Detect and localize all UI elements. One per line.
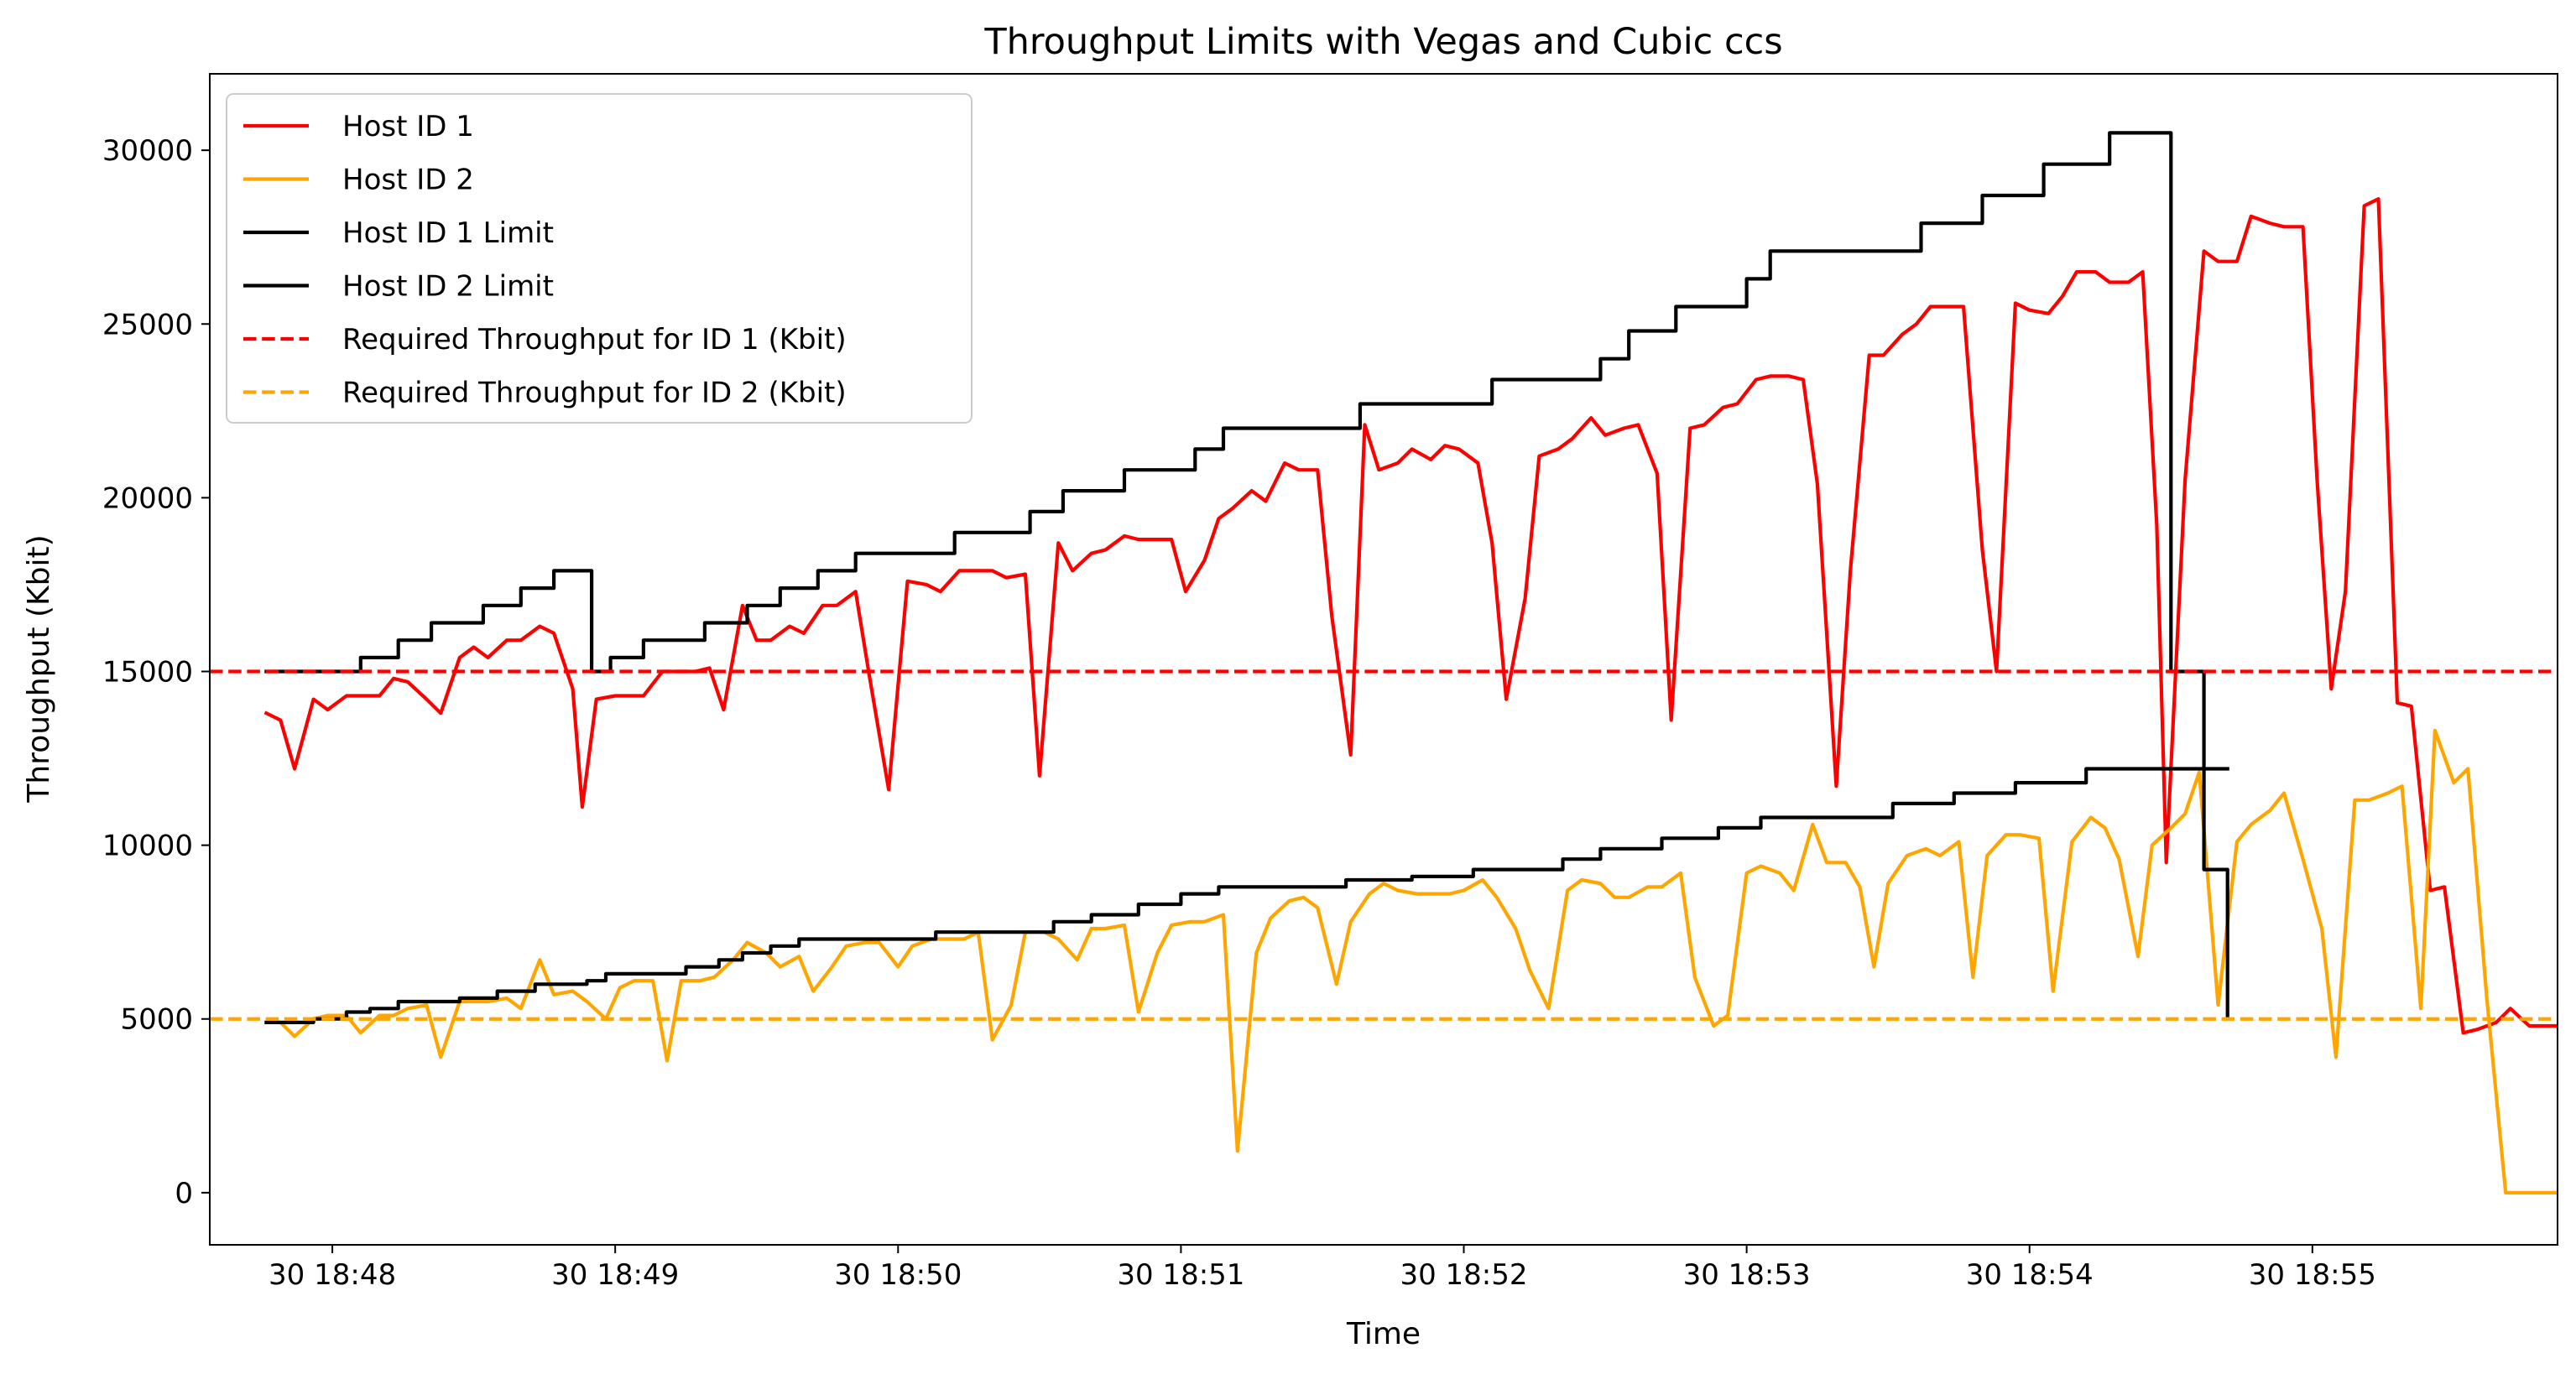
- legend: Host ID 1 Host ID 2 Host ID 1 Limit Host ID…: [226, 93, 973, 424]
- legend-box: [226, 93, 973, 424]
- x-tick-label: 30 18:51: [1117, 1258, 1244, 1292]
- legend-label-required-throughput-for-id-2-kbit: Required Throughput for ID 2 (Kbit): [342, 377, 847, 410]
- y-tick-label: 5000: [120, 1003, 193, 1037]
- y-axis-title: Throughput (Kbit): [22, 534, 56, 803]
- x-tick-label: 30 18:52: [1400, 1258, 1527, 1292]
- x-tick-label: 30 18:48: [269, 1258, 396, 1292]
- legend-label-host-id-1-limit: Host ID 1 Limit: [342, 216, 554, 250]
- series-line-host-id-2-limit: [264, 767, 2229, 1024]
- x-tick-label: 30 18:54: [1966, 1258, 2094, 1292]
- plot-area: [210, 131, 2558, 1194]
- y-tick-label: 25000: [102, 308, 193, 341]
- legend-label-host-id-1: Host ID 1: [342, 110, 474, 143]
- y-tick-label: 0: [175, 1177, 193, 1210]
- x-tick-label: 30 18:53: [1683, 1258, 1811, 1292]
- legend-label-host-id-2: Host ID 2: [342, 164, 474, 197]
- y-tick-label: 10000: [102, 830, 193, 863]
- y-tick-label: 20000: [102, 481, 193, 515]
- series-line-host-id-1-limit: [264, 131, 2229, 1017]
- x-tick-label: 30 18:49: [551, 1258, 679, 1292]
- series-line-host-id-2: [264, 728, 2558, 1194]
- x-tick-label: 30 18:50: [834, 1258, 962, 1292]
- series-line-host-id-1: [263, 197, 2558, 1035]
- chart-title: Throughput Limits with Vegas and Cubic c…: [983, 21, 1782, 63]
- legend-label-host-id-2-limit: Host ID 2 Limit: [342, 270, 554, 304]
- axes: 30 18:48 30 18:49 30 18:50 30 18:51 30 18:52…: [102, 73, 2558, 1292]
- axes-frame: [209, 73, 2558, 1246]
- x-tick-label: 30 18:55: [2249, 1258, 2376, 1292]
- y-tick-label: 15000: [102, 655, 193, 689]
- y-tick-label: 30000: [102, 134, 193, 168]
- legend-label-required-throughput-for-id-1-kbit: Required Throughput for ID 1 (Kbit): [342, 323, 847, 357]
- x-axis-title: Time: [1346, 1317, 1421, 1351]
